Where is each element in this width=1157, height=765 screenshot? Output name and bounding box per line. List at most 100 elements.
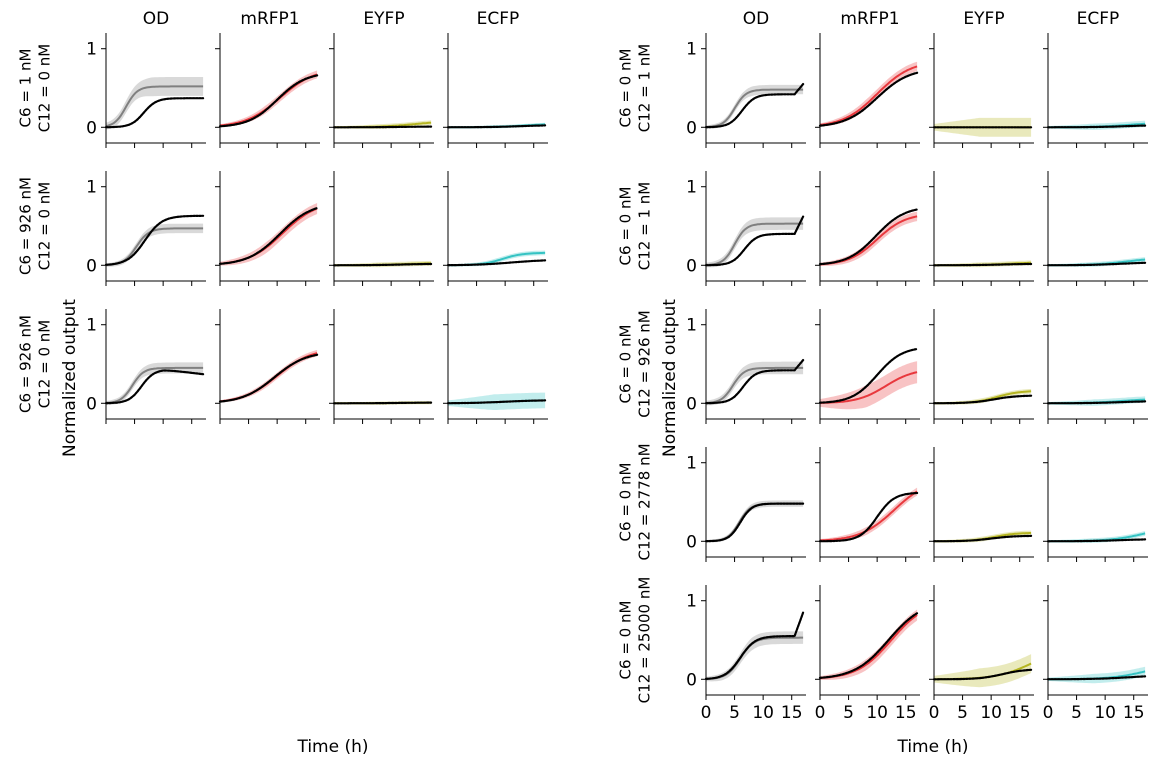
ytick-label-left-r0-OD-0: 0 xyxy=(86,118,97,138)
xtick-label-right-r4-ECFP-2: 10 xyxy=(1094,703,1116,723)
band-right-r0-OD xyxy=(706,84,804,129)
data-points-left-r2-mRFP1 xyxy=(218,353,319,403)
x-axis-label-left: Time (h) xyxy=(296,737,368,757)
column-title-right-3: ECFP xyxy=(1077,9,1120,29)
row-label-left-1-a: C6 = 926 nM xyxy=(17,177,35,275)
data-points-right-r3-ECFP xyxy=(1046,538,1147,543)
band-right-r4-mRFP1 xyxy=(820,609,918,680)
data-points-right-r4-mRFP1 xyxy=(818,612,919,680)
xtick-label-right-r4-OD-1: 5 xyxy=(729,703,740,723)
data-points-right-r4-ECFP xyxy=(1046,675,1147,681)
band-right-r0-mRFP1 xyxy=(820,61,918,127)
ytick-label-right-r2-OD-0: 0 xyxy=(686,394,697,414)
ytick-label-left-r1-OD-0: 0 xyxy=(86,256,97,276)
xtick-label-right-r4-EYFP-3: 15 xyxy=(1009,703,1031,723)
column-title-left-3: ECFP xyxy=(477,9,520,29)
ytick-label-right-r4-OD-0: 0 xyxy=(686,670,697,690)
column-title-left-2: EYFP xyxy=(363,9,404,29)
ytick-label-left-r2-OD-0: 0 xyxy=(86,394,97,414)
column-title-right-1: mRFP1 xyxy=(840,9,899,29)
data-points-right-r1-ECFP xyxy=(1046,261,1147,267)
column-title-left-1: mRFP1 xyxy=(240,9,299,29)
xtick-label-right-r4-EYFP-1: 5 xyxy=(957,703,968,723)
y-axis-label-left: Normalized output xyxy=(60,299,80,457)
band-left-r1-mRFP1 xyxy=(220,203,318,266)
model-line-right-r0-OD xyxy=(706,88,804,128)
data-points-right-r0-OD xyxy=(704,82,805,129)
data-points-left-r1-EYFP xyxy=(332,262,433,267)
model-line-right-r0-mRFP1 xyxy=(819,65,918,126)
data-points-right-r0-ECFP xyxy=(1046,124,1147,129)
xtick-label-right-r4-EYFP-0: 0 xyxy=(929,703,940,723)
row-label-left-0-b: C12 = 0 nM xyxy=(36,44,54,132)
ytick-label-right-r0-OD-0: 0 xyxy=(686,118,697,138)
xtick-label-right-r4-mRFP1-3: 15 xyxy=(895,703,917,723)
data-points-right-r3-EYFP xyxy=(932,534,1033,543)
model-line-right-r1-OD xyxy=(705,222,804,266)
data-points-left-r0-ECFP xyxy=(446,124,547,129)
data-points-left-r0-EYFP xyxy=(332,125,433,129)
xtick-label-right-r4-ECFP-0: 0 xyxy=(1043,703,1054,723)
x-axis-label-right: Time (h) xyxy=(896,737,968,757)
row-label-right-2-a: C6 = 0 nM xyxy=(617,325,635,404)
model-line-left-r1-mRFP1 xyxy=(219,207,318,265)
ytick-label-right-r1-OD-0: 0 xyxy=(686,256,697,276)
data-points-left-r1-ECFP xyxy=(446,259,547,267)
data-points-right-r2-EYFP xyxy=(932,394,1033,405)
band-right-r2-OD xyxy=(706,361,804,406)
row-label-left-2-a: C6 = 926 nM xyxy=(17,315,35,413)
data-points-left-r2-EYFP xyxy=(332,401,433,405)
data-points-right-r1-OD xyxy=(704,215,805,267)
data-points-right-r0-mRFP1 xyxy=(818,71,919,127)
data-points-left-r0-OD xyxy=(104,97,205,129)
data-points-right-r2-ECFP xyxy=(1046,400,1147,405)
model-line-left-r2-OD xyxy=(105,366,204,404)
column-title-left-0: OD xyxy=(143,9,169,29)
xtick-label-right-r4-OD-3: 15 xyxy=(781,703,803,723)
band-right-r1-OD xyxy=(706,217,804,268)
model-line-right-r2-OD xyxy=(705,366,804,404)
row-label-left-2-b: C12 = 0 nM xyxy=(36,320,54,408)
data-points-right-r3-OD xyxy=(704,502,805,543)
data-points-left-r1-mRFP1 xyxy=(218,206,319,265)
column-title-right-2: EYFP xyxy=(963,9,1004,29)
data-points-right-r4-OD xyxy=(704,611,805,681)
band-right-r2-EYFP xyxy=(934,389,1032,405)
ytick-label-right-r1-OD-1: 1 xyxy=(686,178,697,198)
xtick-label-right-r4-mRFP1-0: 0 xyxy=(815,703,826,723)
model-line-right-r3-OD xyxy=(705,502,804,543)
band-left-r0-OD xyxy=(106,77,204,130)
band-right-r3-EYFP xyxy=(934,530,1032,543)
data-points-right-r3-mRFP1 xyxy=(818,491,919,543)
data-points-left-r1-OD xyxy=(104,214,205,266)
data-points-left-r2-ECFP xyxy=(446,399,547,405)
ytick-label-right-r4-OD-1: 1 xyxy=(686,592,697,612)
ytick-label-right-r0-OD-1: 1 xyxy=(686,40,697,60)
xtick-label-right-r4-ECFP-1: 5 xyxy=(1071,703,1082,723)
ytick-label-right-r3-OD-1: 1 xyxy=(686,454,697,474)
data-points-right-r1-mRFP1 xyxy=(818,208,919,266)
row-label-left-1-b: C12 = 0 nM xyxy=(36,182,54,270)
data-points-right-r2-OD xyxy=(704,359,805,405)
xtick-label-right-r4-mRFP1-1: 5 xyxy=(843,703,854,723)
data-points-left-r0-mRFP1 xyxy=(218,74,319,128)
row-label-right-1-b: C12 = 1 nM xyxy=(636,182,654,270)
band-right-r3-mRFP1 xyxy=(820,487,918,542)
xtick-label-right-r4-OD-0: 0 xyxy=(701,703,712,723)
band-right-r4-OD xyxy=(706,631,804,682)
row-label-left-0-a: C6 = 1 nM xyxy=(17,49,35,128)
xtick-label-right-r4-EYFP-2: 10 xyxy=(980,703,1002,723)
data-points-right-r4-EYFP xyxy=(932,668,1033,681)
row-label-right-4-b: C12 = 25000 nM xyxy=(636,577,654,704)
xtick-label-right-r4-mRFP1-2: 10 xyxy=(866,703,888,723)
ytick-label-left-r1-OD-1: 1 xyxy=(86,178,97,198)
ytick-label-right-r3-OD-0: 0 xyxy=(686,532,697,552)
row-label-right-1-a: C6 = 0 nM xyxy=(617,187,635,266)
column-title-right-0: OD xyxy=(743,9,769,29)
band-left-r0-mRFP1 xyxy=(220,70,318,127)
row-label-right-3-b: C12 = 2778 nM xyxy=(636,443,654,560)
ytick-label-left-r2-OD-1: 1 xyxy=(86,316,97,336)
row-label-right-4-a: C6 = 0 nM xyxy=(617,601,635,680)
y-axis-label-right: Normalized output xyxy=(660,299,680,457)
